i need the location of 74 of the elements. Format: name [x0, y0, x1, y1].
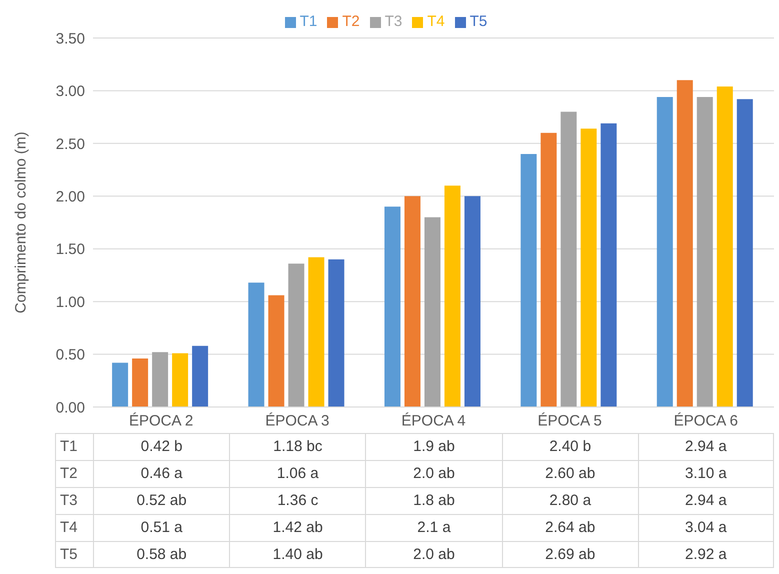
- x-tick-label: ÉPOCA 5: [538, 412, 602, 430]
- bar: [192, 346, 208, 407]
- text: T1: [60, 438, 78, 455]
- bar: [152, 352, 168, 407]
- data-label: 0.52 ab: [93, 487, 230, 514]
- y-tick-label: 3.00: [56, 83, 85, 100]
- y-tick-label: 0.00: [56, 399, 85, 416]
- data-label: 2.94 a: [638, 433, 774, 460]
- bar: [656, 97, 673, 407]
- text: T3: [60, 492, 78, 509]
- y-axis-title: Comprimento do colmo (m): [12, 132, 30, 314]
- x-tick-label: ÉPOCA 4: [401, 412, 466, 430]
- bar: [540, 132, 557, 407]
- data-label: 3.10 a: [638, 460, 774, 487]
- data-label: 2.94 a: [638, 487, 774, 514]
- legend-label: T1: [300, 13, 318, 30]
- bar: [308, 257, 324, 407]
- data-label: 1.18 bc: [229, 433, 366, 460]
- bar: [288, 264, 304, 407]
- bar: [424, 217, 440, 407]
- y-tick-label: 2.50: [56, 136, 85, 153]
- x-tick-label: ÉPOCA 2: [129, 412, 194, 430]
- bar: [676, 80, 693, 407]
- data-label: 2.60 ab: [502, 460, 638, 487]
- bar: [172, 353, 188, 407]
- y-tick-label: 3.50: [56, 30, 85, 48]
- data-label: 1.06 a: [229, 460, 366, 487]
- bar: [404, 196, 420, 407]
- x-tick-label: ÉPOCA 3: [265, 412, 330, 430]
- data-label: 0.46 a: [93, 460, 230, 487]
- bar: [560, 112, 577, 407]
- data-label: 1.36 c: [229, 487, 366, 514]
- bar: [736, 99, 753, 407]
- bar: [328, 259, 344, 407]
- data-label: 2.40 b: [502, 433, 638, 460]
- legend-label: T2: [342, 13, 360, 30]
- data-label: 3.04 a: [638, 514, 774, 541]
- bar: [600, 123, 617, 407]
- legend-label: T4: [427, 13, 445, 30]
- data-label: 2.92 a: [638, 541, 774, 568]
- bar: [716, 86, 733, 407]
- bar: [112, 362, 128, 407]
- data-label: 2.64 ab: [502, 514, 638, 541]
- bar: [696, 97, 713, 407]
- data-label: 1.9 ab: [365, 433, 502, 460]
- bar: [580, 128, 597, 407]
- x-tick-label: ÉPOCA 6: [674, 412, 738, 430]
- data-label: 2.1 a: [365, 514, 502, 541]
- data-label: 2.80 a: [502, 487, 638, 514]
- data-label: 1.42 ab: [229, 514, 366, 541]
- legend-label: T5: [470, 13, 488, 30]
- bar: [520, 154, 537, 407]
- bar: [464, 196, 480, 407]
- data-label: 2.0 ab: [365, 460, 502, 487]
- bar: [132, 358, 148, 407]
- y-tick-label: 1.00: [56, 294, 85, 311]
- bar: [268, 295, 284, 407]
- data-label: 2.0 ab: [365, 541, 502, 568]
- y-tick-label: 1.50: [56, 241, 85, 258]
- data-label: 0.58 ab: [93, 541, 230, 568]
- data-label: 0.51 a: [93, 514, 230, 541]
- y-tick-label: 2.00: [56, 188, 85, 206]
- data-label: 2.69 ab: [502, 541, 638, 568]
- bar: [384, 206, 400, 407]
- data-label: 1.8 ab: [365, 487, 502, 514]
- data-label: 0.42 b: [93, 433, 230, 460]
- y-tick-label: 0.50: [56, 346, 85, 364]
- data-label: 1.40 ab: [229, 541, 366, 568]
- text: T4: [60, 519, 78, 536]
- legend-label: T3: [384, 13, 402, 30]
- text: T2: [60, 465, 78, 482]
- bar: [444, 186, 460, 407]
- text: T5: [60, 546, 78, 563]
- bar: [248, 282, 264, 407]
